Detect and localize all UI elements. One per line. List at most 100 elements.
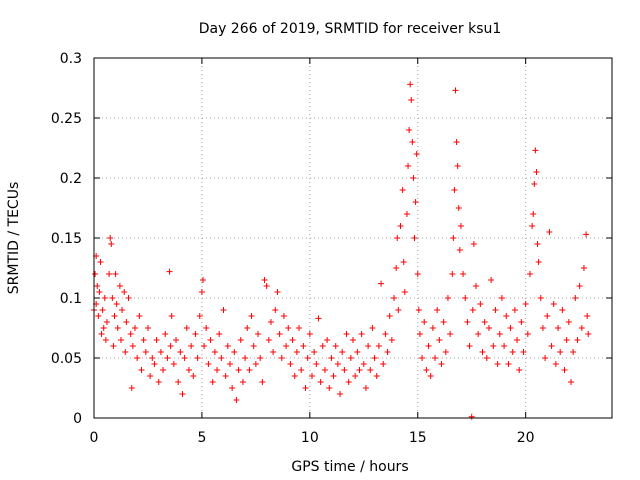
data-point [179, 391, 186, 397]
data-point [170, 361, 177, 367]
data-point [345, 379, 352, 385]
data-point [101, 295, 108, 301]
data-point [138, 367, 145, 373]
data-point [559, 307, 566, 313]
data-point [233, 397, 240, 403]
x-tick-label: 10 [301, 430, 319, 446]
data-point [319, 343, 326, 349]
data-point [94, 283, 101, 289]
data-point [155, 379, 162, 385]
data-point [272, 307, 279, 313]
data-point [456, 247, 463, 253]
data-point [127, 331, 134, 337]
data-point [516, 367, 523, 373]
data-point [400, 259, 407, 265]
data-point [384, 349, 391, 355]
data-point [375, 343, 382, 349]
data-point [382, 331, 389, 337]
data-point [136, 313, 143, 319]
data-point [173, 337, 180, 343]
data-point [231, 349, 238, 355]
data-point [296, 325, 303, 331]
data-point [337, 391, 344, 397]
data-point [455, 205, 462, 211]
data-point [106, 271, 113, 277]
x-axis-label: GPS time / hours [291, 459, 408, 475]
data-point [237, 337, 244, 343]
data-point [514, 337, 521, 343]
data-point [530, 211, 537, 217]
data-point [524, 331, 531, 337]
data-point [100, 325, 107, 331]
data-point [388, 337, 395, 343]
data-point [378, 280, 385, 287]
data-point [380, 361, 387, 367]
data-point [308, 373, 315, 379]
data-point [518, 319, 525, 325]
data-point [555, 325, 562, 331]
data-point [473, 283, 480, 289]
data-point [452, 87, 459, 94]
data-point [479, 349, 486, 355]
data-point [123, 319, 130, 325]
data-point [151, 361, 158, 367]
data-point [220, 307, 227, 313]
y-tick-label: 0.05 [51, 351, 82, 367]
data-point [563, 337, 570, 343]
data-point [539, 325, 546, 331]
data-point [285, 325, 292, 331]
x-tick-label: 20 [517, 430, 535, 446]
data-point [444, 295, 451, 301]
data-point [358, 331, 365, 337]
data-point [102, 337, 109, 343]
data-point [470, 241, 477, 247]
data-point [125, 295, 132, 301]
data-point [412, 199, 419, 205]
data-point [406, 127, 413, 133]
data-point [485, 325, 492, 331]
data-point [181, 355, 188, 361]
data-point [557, 349, 564, 355]
data-point [546, 229, 553, 235]
data-point [259, 379, 266, 385]
data-point [291, 373, 298, 379]
data-points [91, 81, 592, 420]
data-point [283, 343, 290, 349]
data-point [306, 331, 313, 337]
data-point [276, 331, 283, 337]
data-point [408, 97, 415, 103]
data-point [242, 355, 249, 361]
data-point [434, 307, 441, 313]
data-point [481, 319, 488, 325]
data-point [391, 295, 398, 301]
data-point [175, 379, 182, 385]
data-point [483, 355, 490, 361]
data-point [304, 355, 311, 361]
data-point [224, 343, 231, 349]
data-point [239, 379, 246, 385]
data-point [475, 331, 482, 337]
data-point [250, 343, 257, 349]
data-point [409, 139, 416, 145]
data-point [108, 241, 115, 247]
data-point [356, 367, 363, 373]
data-point [177, 349, 184, 355]
data-point [207, 337, 214, 343]
data-point [98, 331, 105, 337]
data-point [222, 373, 229, 379]
data-point [369, 325, 376, 331]
data-point [395, 307, 402, 313]
data-point [490, 343, 497, 349]
data-point [167, 343, 174, 349]
data-point [572, 295, 579, 301]
data-point [352, 373, 359, 379]
data-point [511, 307, 518, 313]
data-point [341, 367, 348, 373]
data-point [429, 325, 436, 331]
data-point [552, 361, 559, 367]
data-point [278, 355, 285, 361]
y-tick-label: 0.25 [51, 111, 82, 127]
data-point [132, 325, 139, 331]
data-point [574, 337, 581, 343]
data-point [462, 295, 469, 301]
